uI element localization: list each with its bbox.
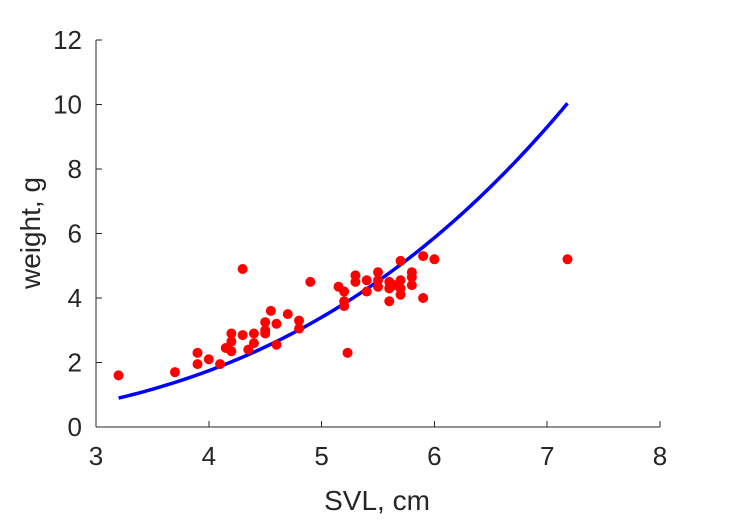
data-point — [339, 286, 350, 297]
data-point — [271, 339, 282, 350]
data-point — [192, 359, 203, 370]
data-point — [260, 317, 271, 328]
data-point — [265, 305, 276, 316]
x-tick-label: 5 — [314, 441, 328, 471]
data-point — [342, 347, 353, 358]
data-point — [373, 267, 383, 278]
data-point — [384, 296, 395, 307]
axes: 3 4 5 6 7 8 0 2 4 6 8 10 12 — [53, 25, 667, 471]
data-point — [350, 276, 361, 287]
data-point — [562, 254, 573, 265]
data-points-layer — [113, 251, 573, 381]
data-point — [237, 330, 248, 341]
data-point — [113, 370, 124, 381]
data-point — [406, 272, 417, 283]
x-tick-label: 4 — [202, 441, 216, 471]
data-point — [294, 323, 305, 334]
x-axis-title: SVL, cm — [324, 485, 430, 516]
data-point — [248, 338, 259, 349]
data-point — [373, 281, 383, 292]
y-tick-label: 6 — [68, 219, 82, 249]
data-point — [418, 293, 429, 303]
data-point — [395, 255, 406, 266]
x-tick-label: 6 — [427, 441, 441, 471]
y-tick-label: 0 — [68, 412, 82, 442]
data-point — [429, 254, 440, 265]
data-point — [192, 347, 203, 358]
data-point — [226, 336, 237, 347]
data-point — [282, 309, 293, 320]
data-point — [294, 315, 305, 326]
data-point — [248, 328, 259, 339]
data-point — [260, 328, 271, 339]
data-point — [406, 280, 417, 291]
data-point — [418, 251, 429, 262]
data-point — [226, 346, 237, 357]
data-point — [339, 301, 350, 312]
data-point — [271, 318, 282, 329]
data-point — [395, 289, 406, 300]
y-tick-label: 4 — [68, 283, 82, 313]
y-axis-title: weight, g — [15, 177, 46, 290]
y-tick-label: 8 — [68, 154, 82, 184]
data-point — [215, 359, 226, 370]
y-tick-label: 12 — [53, 25, 82, 55]
data-point — [361, 275, 372, 286]
x-tick-label: 8 — [653, 441, 667, 471]
y-tick-label: 10 — [53, 90, 82, 120]
data-point — [169, 367, 180, 378]
data-point — [203, 354, 214, 365]
data-point — [226, 328, 237, 339]
data-point — [305, 276, 316, 287]
data-point — [361, 286, 372, 297]
data-point — [395, 275, 406, 286]
x-tick-label: 3 — [89, 441, 103, 471]
x-tick-label: 7 — [540, 441, 554, 471]
data-point — [237, 263, 248, 274]
y-tick-label: 2 — [68, 348, 82, 378]
data-point — [243, 344, 254, 355]
